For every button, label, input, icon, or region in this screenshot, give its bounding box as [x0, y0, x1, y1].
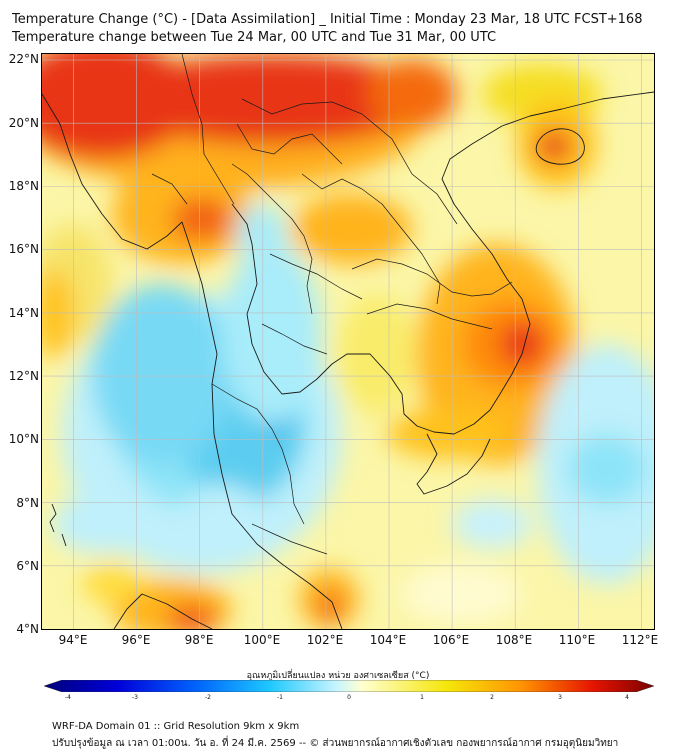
footer-credit: ปรับปรุงข้อมูล ณ เวลา 01:00น. วัน อ. ที่… — [52, 738, 619, 749]
chart-title: Temperature Change (°C) - [Data Assimila… — [12, 12, 643, 27]
colorbar-tick: -4 — [65, 694, 71, 701]
lon-label: 100°E — [243, 633, 281, 647]
lon-label: 108°E — [495, 633, 533, 647]
lat-label: 20°N — [8, 116, 39, 130]
lat-label: 4°N — [16, 622, 39, 636]
colorbar-tick: -1 — [277, 694, 283, 701]
lat-label: 10°N — [8, 432, 39, 446]
lat-label: 6°N — [16, 559, 39, 573]
lon-label: 94°E — [58, 633, 88, 647]
colorbar-tick: 3 — [558, 694, 562, 701]
lon-label: 110°E — [558, 633, 596, 647]
lon-label: 102°E — [306, 633, 344, 647]
temperature-field — [42, 54, 654, 629]
lat-label: 22°N — [8, 52, 39, 66]
lat-label: 18°N — [8, 179, 39, 193]
lat-label: 8°N — [16, 496, 39, 510]
country-borders — [151, 54, 513, 555]
colorbar-tick: -3 — [132, 694, 138, 701]
colorbar-title: อุณหภูมิเปลี่ยนแปลง หน่วย องศาเซลเซียส (… — [246, 671, 430, 681]
colorbar-tick: 1 — [420, 694, 424, 701]
colorbar — [44, 680, 654, 692]
footer-model-info: WRF-DA Domain 01 :: Grid Resolution 9km … — [52, 721, 300, 732]
chart-subtitle: Temperature change between Tue 24 Mar, 0… — [12, 30, 497, 45]
lat-label: 12°N — [8, 369, 39, 383]
map-graticule — [42, 54, 654, 629]
lat-label: 14°N — [8, 306, 39, 320]
lon-label: 104°E — [369, 633, 407, 647]
lon-label: 112°E — [621, 633, 659, 647]
colorbar-tick: 0 — [347, 694, 351, 701]
lat-label: 16°N — [8, 242, 39, 256]
temperature-change-map — [41, 53, 655, 630]
colorbar-tick: 4 — [625, 694, 629, 701]
coastlines — [42, 91, 654, 629]
colorbar-tick: 2 — [490, 694, 494, 701]
lon-label: 106°E — [432, 633, 470, 647]
lon-label: 96°E — [121, 633, 151, 647]
lon-label: 98°E — [184, 633, 214, 647]
colorbar-tick: -2 — [205, 694, 211, 701]
